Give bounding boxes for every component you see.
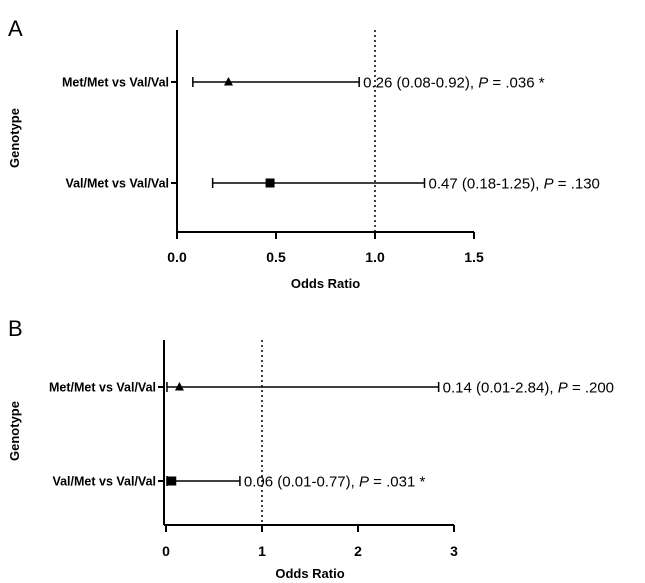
panel-a: A Genotype 0.0 0.5 1.0 1.5 Odds Ratio Met/Met v… bbox=[7, 16, 600, 291]
annotation-or-ci: 0.26 (0.08-0.92), bbox=[363, 75, 478, 92]
estimate-annotation: 0.06 (0.01-0.77), P = .031 * bbox=[244, 474, 426, 491]
point-estimate-square bbox=[265, 178, 275, 188]
x-tick-label: 1 bbox=[258, 543, 266, 559]
annotation-p-value: = .031 * bbox=[369, 474, 425, 491]
annotation-p-symbol: P bbox=[359, 474, 369, 491]
x-tick-label: 0 bbox=[162, 543, 170, 559]
estimate-annotation: 0.26 (0.08-0.92), P = .036 * bbox=[363, 75, 545, 92]
annotation-or-ci: 0.47 (0.18-1.25), bbox=[429, 176, 544, 193]
y-axis-title: Genotype bbox=[7, 401, 22, 461]
point-estimate-square bbox=[167, 476, 177, 486]
annotation-p-value: = .036 * bbox=[488, 75, 544, 92]
y-axis-title: Genotype bbox=[7, 108, 22, 168]
point-estimate-triangle bbox=[174, 382, 184, 391]
row-label: Val/Met vs Val/Val bbox=[52, 475, 156, 489]
x-axis-title: Odds Ratio bbox=[275, 566, 344, 578]
annotation-p-symbol: P bbox=[558, 380, 568, 397]
annotation-p-symbol: P bbox=[544, 176, 554, 193]
panel-b: B Genotype 0 1 2 3 Odds Ratio Met/Met vs Val/Va… bbox=[7, 316, 614, 581]
x-axis-title: Odds Ratio bbox=[291, 276, 360, 291]
x-tick-label: 1.5 bbox=[464, 249, 484, 265]
estimate-annotation: 0.14 (0.01-2.84), P = .200 bbox=[443, 380, 614, 397]
x-tick-label: 1.0 bbox=[365, 249, 385, 265]
annotation-p-value: = .200 bbox=[568, 380, 614, 397]
estimate-annotation: 0.47 (0.18-1.25), P = .130 bbox=[429, 176, 600, 193]
x-tick-label: 2 bbox=[354, 543, 362, 559]
x-tick-label: 0.5 bbox=[266, 249, 286, 265]
row-label: Val/Met vs Val/Val bbox=[65, 177, 169, 191]
annotation-or-ci: 0.14 (0.01-2.84), bbox=[443, 380, 558, 397]
annotation-p-symbol: P bbox=[478, 75, 488, 92]
annotation-p-value: = .130 bbox=[554, 176, 600, 193]
x-tick-label: 3 bbox=[450, 543, 458, 559]
row-label: Met/Met vs Val/Val bbox=[62, 76, 169, 90]
x-tick-label: 0.0 bbox=[167, 249, 187, 265]
annotation-or-ci: 0.06 (0.01-0.77), bbox=[244, 474, 359, 491]
point-estimate-triangle bbox=[223, 77, 233, 86]
row-label: Met/Met vs Val/Val bbox=[49, 381, 156, 395]
panel-letter: A bbox=[8, 16, 23, 41]
panel-letter: B bbox=[8, 316, 23, 341]
